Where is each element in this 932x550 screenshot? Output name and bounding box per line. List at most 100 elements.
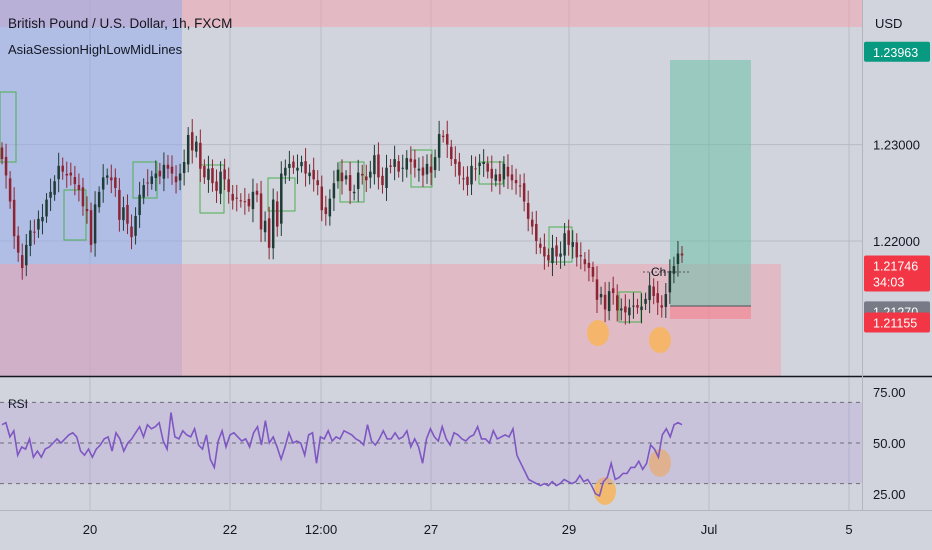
- candle-body: [385, 167, 388, 188]
- candle-body: [312, 169, 315, 180]
- candle-body: [514, 180, 518, 184]
- candle-body: [373, 155, 376, 175]
- time-tick-label: 29: [562, 522, 576, 537]
- rsi-title[interactable]: RSI: [8, 397, 28, 411]
- candle-body: [356, 172, 360, 190]
- candle-body: [16, 235, 20, 253]
- candle-body: [672, 266, 676, 274]
- candle-body: [77, 184, 81, 190]
- candle-body: [162, 164, 166, 179]
- candle-body: [122, 207, 125, 221]
- rsi-tick-label: 75.00: [873, 385, 906, 400]
- candle-body: [425, 163, 429, 175]
- candle-body: [656, 293, 659, 303]
- candle-body: [583, 259, 587, 265]
- candle-body: [620, 308, 623, 311]
- price-tick-label: 1.22000: [873, 234, 920, 249]
- candle-body: [660, 305, 664, 308]
- candle-body: [267, 218, 271, 248]
- candle-body: [223, 169, 226, 180]
- candle-body: [328, 198, 332, 217]
- candles: [0, 119, 684, 325]
- candle-body: [547, 255, 550, 261]
- candle-body: [579, 255, 583, 257]
- candle-body: [603, 294, 607, 310]
- candle-body: [344, 175, 348, 180]
- candle-body: [668, 270, 672, 293]
- candle-body: [4, 156, 8, 176]
- candle-body: [680, 253, 684, 256]
- candle-body: [478, 162, 481, 166]
- candle-body: [211, 168, 214, 184]
- price-badge: [864, 271, 930, 292]
- candle-body: [89, 210, 93, 245]
- candle-body: [110, 177, 113, 181]
- candle-body: [292, 161, 295, 168]
- candle-body: [45, 199, 48, 217]
- time-tick-label: Jul: [701, 522, 718, 537]
- candle-body: [433, 157, 437, 171]
- candle-body: [405, 158, 409, 170]
- time-tick-label: 22: [223, 522, 237, 537]
- candle-body: [69, 172, 73, 176]
- candle-body: [494, 174, 498, 181]
- time-tick-label: 12:00: [305, 522, 338, 537]
- candle-body: [81, 187, 85, 207]
- symbol-title[interactable]: British Pound / U.S. Dollar, 1h, FXCM: [8, 16, 232, 31]
- candle-body: [271, 199, 275, 249]
- candle-body: [61, 165, 64, 172]
- price-badge: [864, 255, 930, 276]
- candle-body: [20, 255, 24, 269]
- candle-body: [166, 164, 170, 169]
- take-profit-zone: [670, 60, 751, 306]
- price-badge: [864, 312, 930, 333]
- candle-body: [575, 242, 579, 258]
- candle-body: [178, 173, 182, 181]
- candle-body: [632, 305, 635, 307]
- candle-body: [591, 267, 595, 277]
- highlight-marker: [587, 320, 609, 346]
- rsi-ticks: 75.00 50.00 25.00: [873, 385, 906, 502]
- candle-body: [231, 194, 234, 201]
- candle-body: [636, 305, 639, 308]
- candle-body: [567, 230, 570, 245]
- candle-body: [195, 141, 198, 152]
- indicator-name[interactable]: AsiaSessionHighLowMidLines: [8, 42, 183, 57]
- candle-body: [421, 167, 425, 176]
- candle-body: [101, 177, 105, 190]
- candle-body: [458, 161, 461, 176]
- candle-body: [207, 168, 210, 180]
- support-zone: [0, 264, 781, 376]
- candle-body: [57, 165, 60, 180]
- candle-body: [33, 231, 36, 233]
- candle-body: [12, 199, 16, 237]
- candle-body: [280, 173, 283, 224]
- rsi-tick-label: 50.00: [873, 436, 906, 451]
- candle-body: [154, 173, 158, 178]
- candle-body: [300, 161, 303, 167]
- candle-body: [275, 201, 279, 227]
- candle-body: [150, 176, 154, 184]
- candle-body: [648, 285, 651, 301]
- candle-body: [397, 161, 400, 172]
- candle-body: [259, 193, 263, 230]
- candle-body: [462, 178, 465, 180]
- candle-body: [146, 182, 149, 184]
- candle-body: [93, 204, 97, 244]
- candle-body: [365, 176, 368, 181]
- candle-body: [235, 197, 239, 199]
- candle-body: [348, 175, 352, 191]
- candle-body: [369, 171, 372, 178]
- candle-body: [474, 168, 477, 170]
- candle-body: [360, 173, 364, 176]
- candle-body: [97, 191, 101, 208]
- candle-body: [186, 134, 190, 165]
- candle-body: [595, 279, 599, 300]
- candle-body: [304, 161, 307, 174]
- time-tick-label: 5: [845, 522, 852, 537]
- candle-body: [29, 230, 32, 246]
- candle-body: [486, 163, 489, 172]
